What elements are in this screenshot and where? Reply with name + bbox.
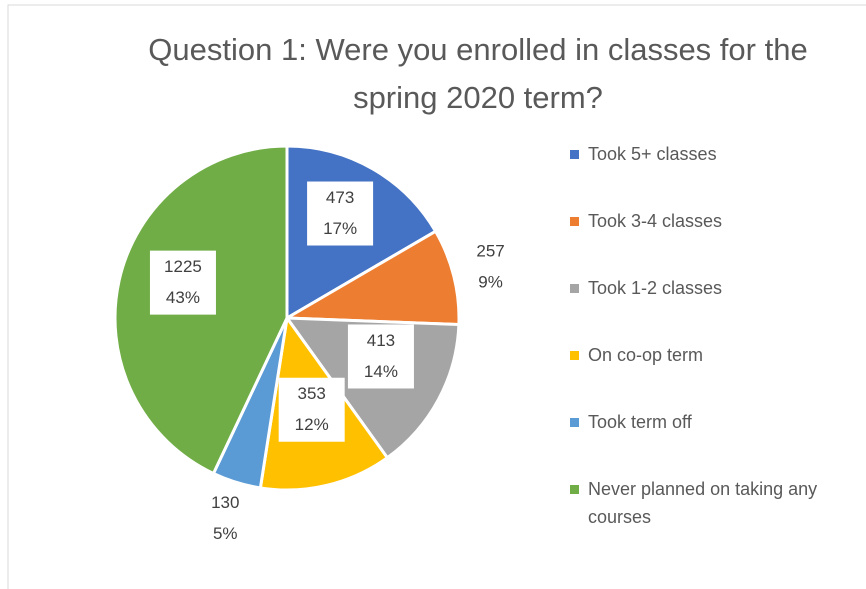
legend-swatch: [570, 418, 579, 427]
legend-item: Took term off: [566, 408, 846, 436]
data-label-value: 130: [211, 493, 239, 512]
legend-item: Took 1-2 classes: [566, 274, 846, 302]
data-label-box: [347, 324, 414, 389]
legend-item: Took 3-4 classes: [566, 207, 846, 235]
data-label-value: 473: [326, 188, 354, 207]
chart-border: [7, 4, 866, 589]
legend-swatch: [570, 351, 579, 360]
legend-item: Never planned on taking any courses: [566, 475, 846, 531]
legend-swatch: [570, 485, 579, 494]
legend-label: Took 5+ classes: [588, 144, 717, 164]
data-label-percent: 17%: [323, 219, 357, 238]
data-label-percent: 43%: [166, 288, 200, 307]
data-label-percent: 12%: [295, 415, 329, 434]
data-label-percent: 14%: [364, 362, 398, 381]
legend-item: Took 5+ classes: [566, 140, 846, 168]
data-label-value: 353: [297, 384, 325, 403]
chart-title: Question 1: Were you enrolled in classes…: [148, 32, 808, 115]
legend: Took 5+ classes Took 3-4 classes Took 1-2 …: [566, 140, 846, 570]
legend-swatch: [570, 284, 579, 293]
data-label-box: [149, 250, 216, 315]
legend-label: On co-op term: [588, 345, 704, 365]
data-label-percent: 5%: [213, 524, 238, 543]
pie-slice: [281, 229, 461, 327]
legend-label: Never planned on taking any courses: [588, 479, 818, 527]
legend-item: On co-op term: [566, 341, 846, 369]
data-label-box: [278, 377, 345, 442]
data-label-value: 1225: [164, 257, 202, 276]
legend-label: Took 1-2 classes: [588, 278, 723, 298]
data-label-value: 257: [476, 242, 504, 261]
data-label-value: 413: [367, 331, 395, 350]
legend-label: Took 3-4 classes: [588, 211, 723, 231]
legend-label: Took term off: [588, 412, 692, 432]
legend-swatch: [570, 217, 579, 226]
data-label-percent: 9%: [478, 273, 503, 292]
data-label-box: [307, 181, 374, 246]
legend-swatch: [570, 150, 579, 159]
